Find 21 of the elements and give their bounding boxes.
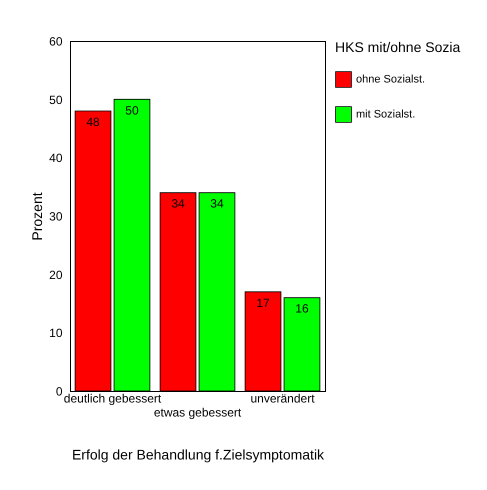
data-label: 16 [295,302,309,316]
y-tick-label: 50 [49,92,63,107]
y-tick-label: 0 [56,384,63,398]
y-axis-title: Prozent [29,192,46,241]
y-tick-label: 20 [49,268,63,282]
legend-label: mit Sozialst. [356,108,416,120]
data-label: 17 [256,296,270,310]
y-tick-label: 30 [49,210,63,224]
x-tick-label: etwas gebessert [154,406,242,420]
x-tick-label: deutlich gebessert [64,392,162,406]
y-tick-label: 60 [49,34,63,48]
legend-title: HKS mit/ohne Sozia [335,39,460,55]
data-label: 34 [171,196,186,211]
data-label: 48 [86,115,100,129]
y-tick-label: 10 [49,326,63,340]
y-tick-label: 40 [49,151,63,166]
data-label: 50 [125,103,139,118]
data-label: 34 [210,196,224,211]
x-tick-label: unverändert [250,392,316,406]
x-axis-title: Erfolg der Behandlung f.Zielsymptomatik [72,446,326,462]
legend-label: ohne Sozialst. [356,74,426,86]
